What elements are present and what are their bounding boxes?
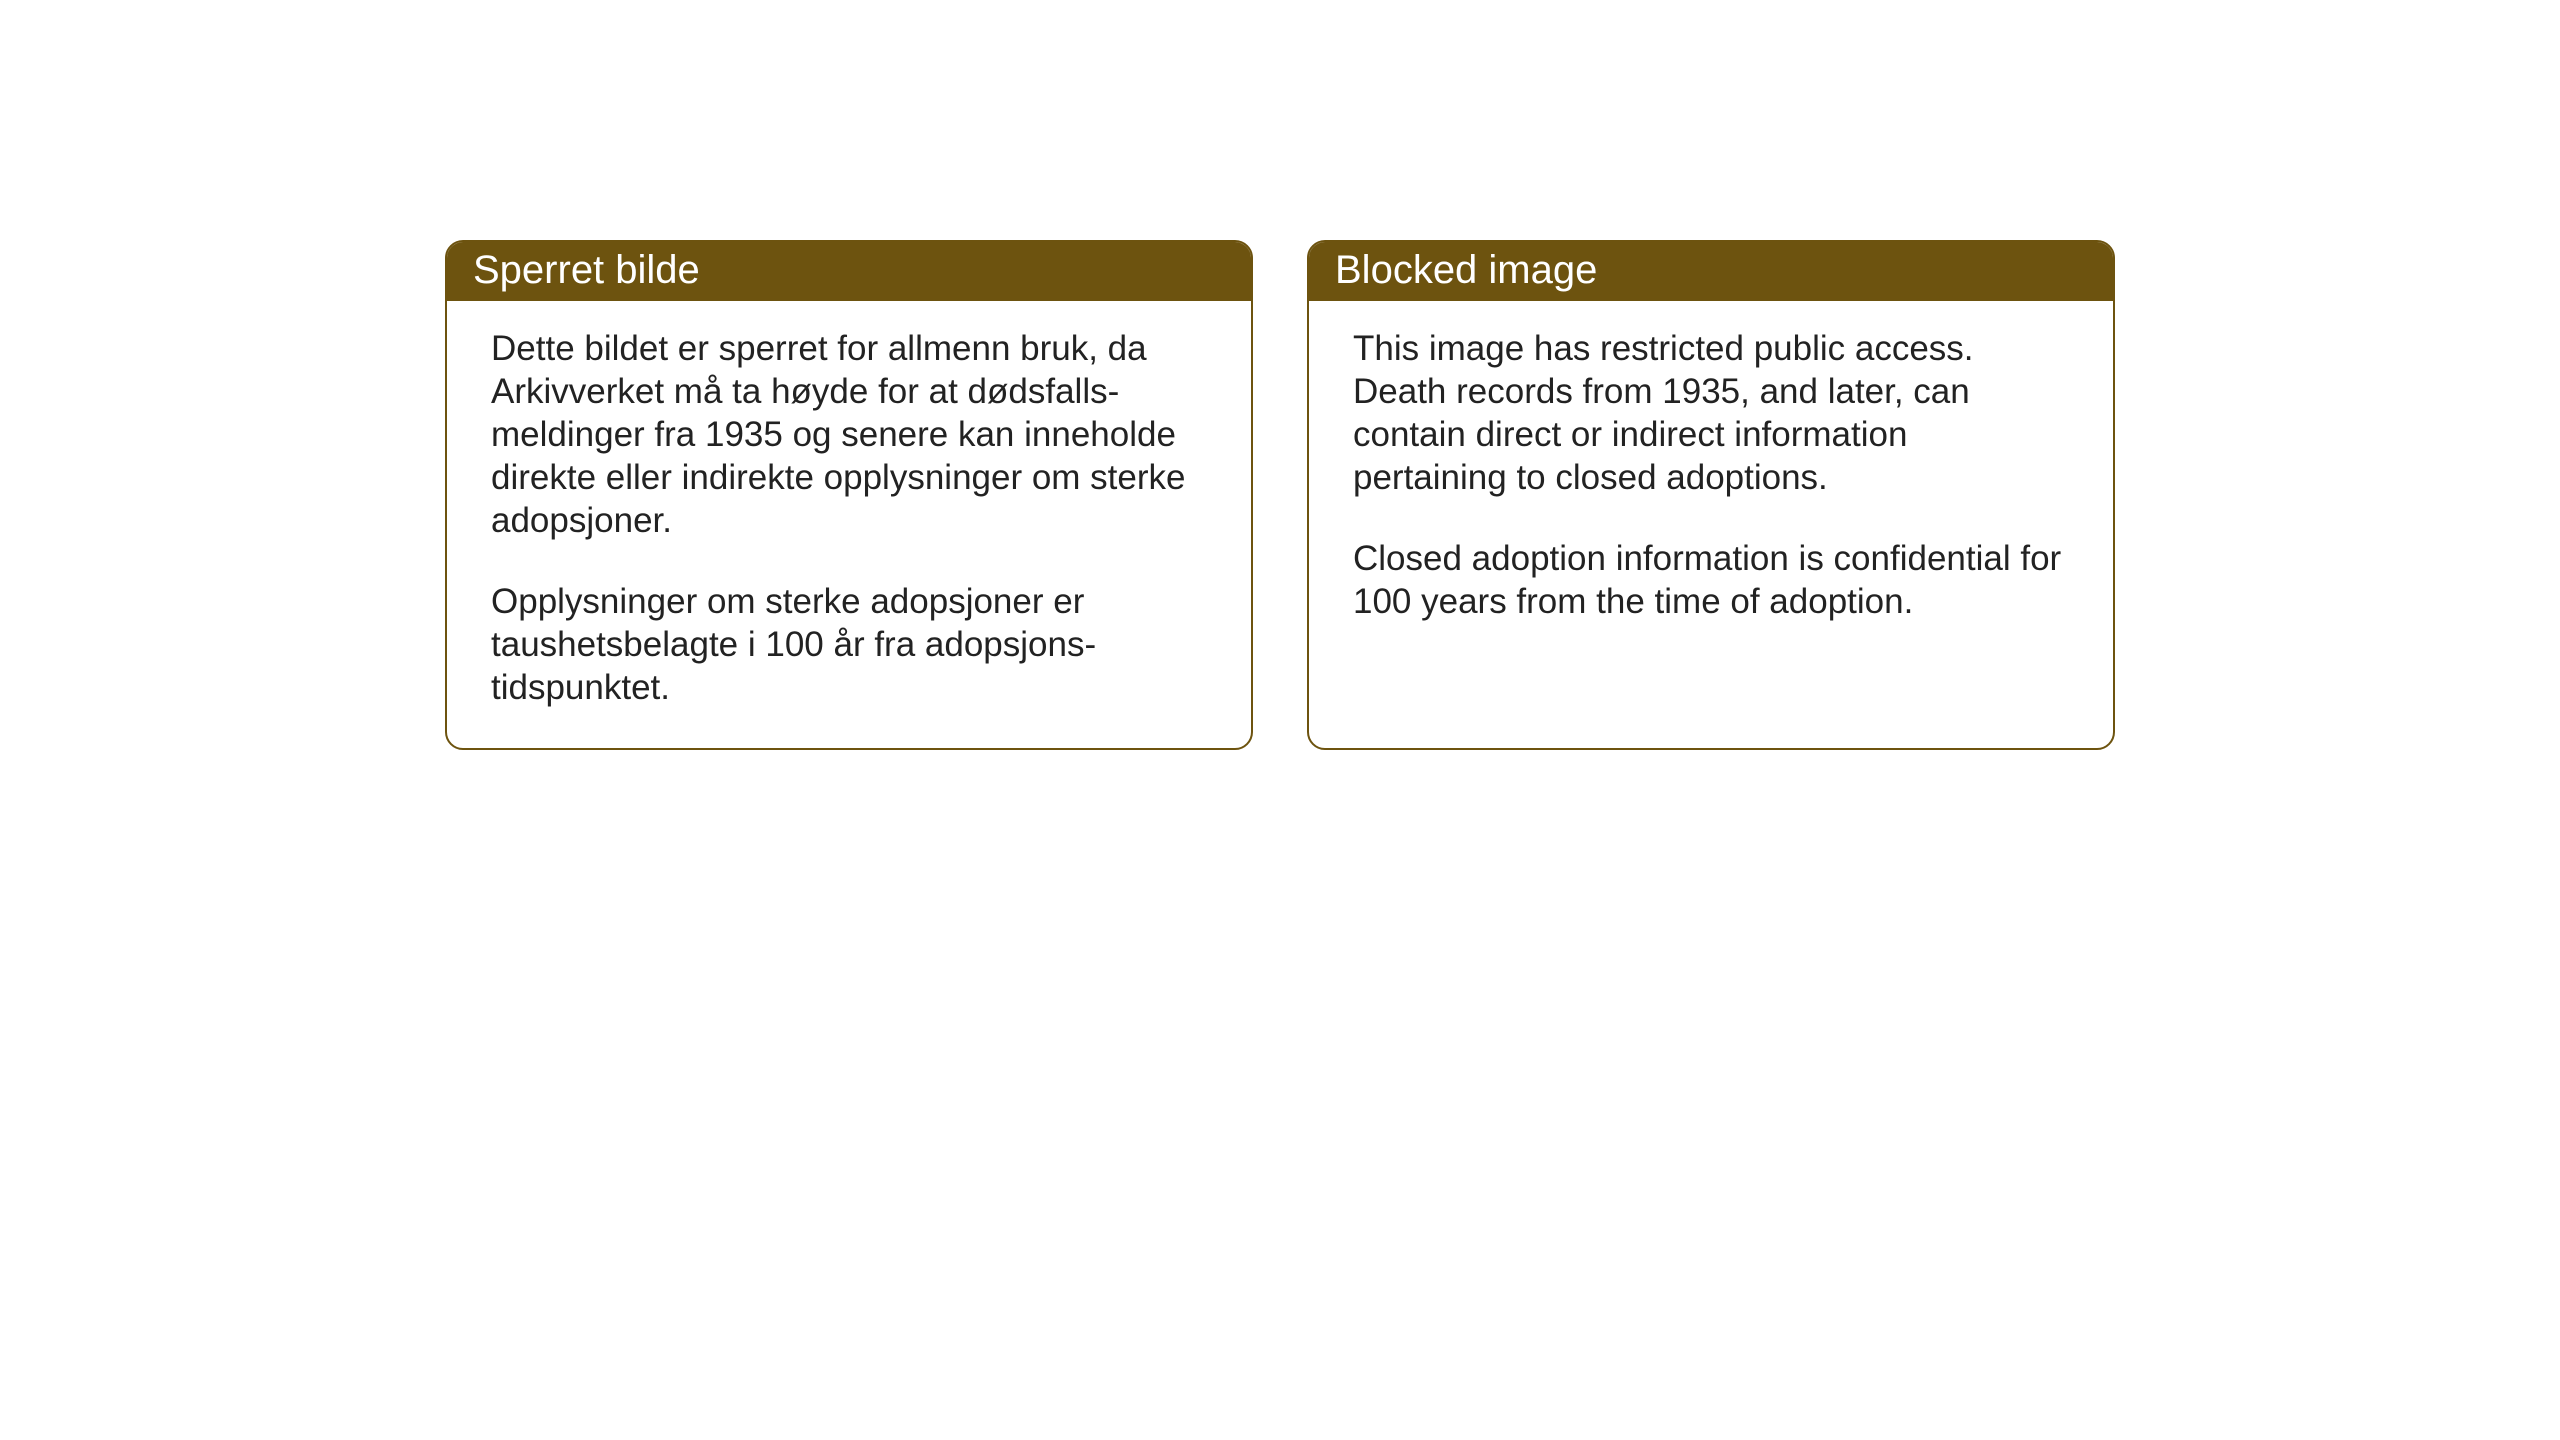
english-paragraph-1: This image has restricted public access.… <box>1353 327 2069 499</box>
norwegian-card-header: Sperret bilde <box>447 242 1251 301</box>
english-card-body: This image has restricted public access.… <box>1309 301 2113 659</box>
english-card-header: Blocked image <box>1309 242 2113 301</box>
english-paragraph-2: Closed adoption information is confident… <box>1353 537 2069 623</box>
norwegian-card-body: Dette bildet er sperret for allmenn bruk… <box>447 301 1251 745</box>
norwegian-paragraph-1: Dette bildet er sperret for allmenn bruk… <box>491 327 1207 542</box>
norwegian-paragraph-2: Opplysninger om sterke adopsjoner er tau… <box>491 580 1207 709</box>
norwegian-notice-card: Sperret bilde Dette bildet er sperret fo… <box>445 240 1253 750</box>
notice-cards-container: Sperret bilde Dette bildet er sperret fo… <box>445 240 2115 750</box>
english-notice-card: Blocked image This image has restricted … <box>1307 240 2115 750</box>
